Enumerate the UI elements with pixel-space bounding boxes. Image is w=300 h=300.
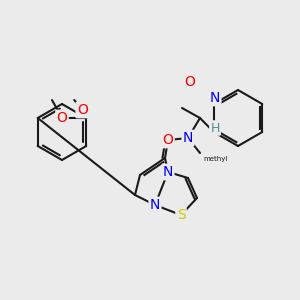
Text: O: O <box>184 75 195 89</box>
Text: H: H <box>210 122 220 134</box>
Text: methyl: methyl <box>203 156 227 162</box>
Text: O: O <box>77 103 88 117</box>
Text: N: N <box>163 165 173 179</box>
Text: N: N <box>150 198 160 212</box>
Text: N: N <box>183 131 193 145</box>
Text: O: O <box>163 133 173 147</box>
Text: N: N <box>210 91 220 105</box>
Text: O: O <box>57 111 68 125</box>
Text: S: S <box>177 208 185 222</box>
